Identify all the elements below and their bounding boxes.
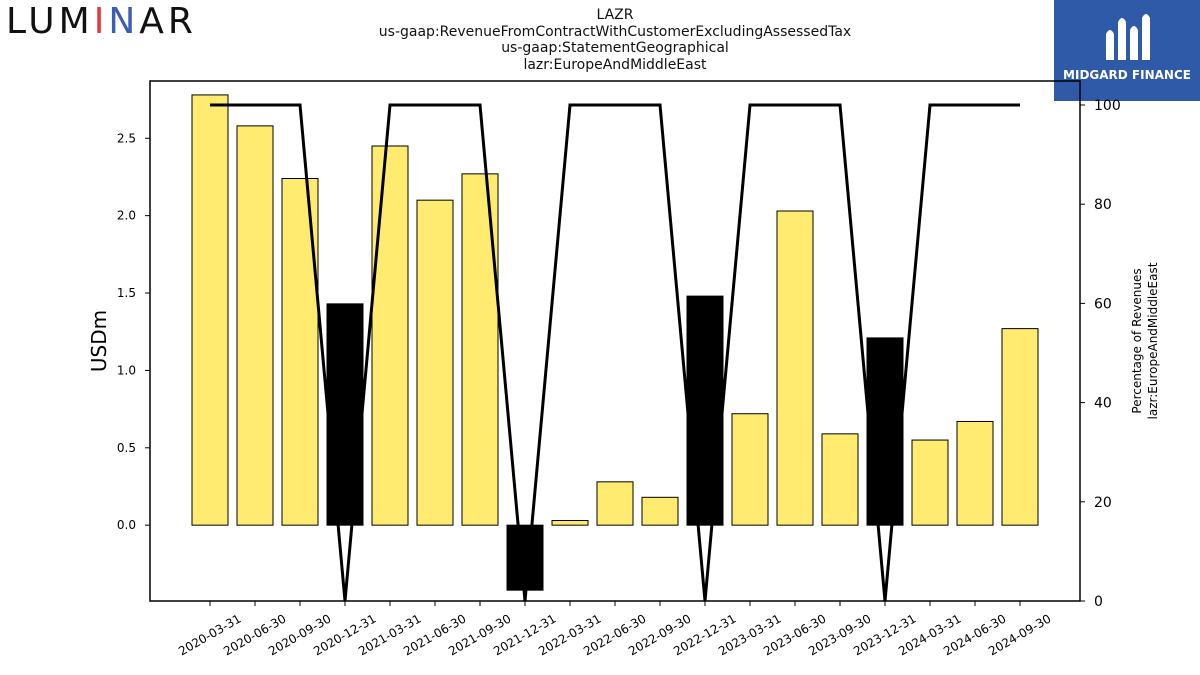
bar-2022-03-31 xyxy=(551,520,589,526)
bar-2023-03-31 xyxy=(731,413,769,526)
chart-title-line-4: lazr:EuropeAndMiddleEast xyxy=(523,57,707,73)
x-axis-ticks: 2020-03-312020-06-302020-09-302020-12-31… xyxy=(176,601,1054,658)
bar-2022-12-31 xyxy=(686,295,724,526)
y2-axis-label-line-1: Percentage of Revenues xyxy=(1130,268,1144,413)
bars-group xyxy=(191,94,1039,591)
y2-tick-label: 40 xyxy=(1094,396,1112,412)
midgard-finance-logo: MIDGARD FINANCE xyxy=(1054,0,1200,101)
bar-2021-03-31 xyxy=(371,145,409,526)
chart-title-line-1: LAZR xyxy=(596,7,634,23)
bar-2024-09-30 xyxy=(1001,328,1039,526)
bar-2022-09-30 xyxy=(641,496,679,526)
chart-title-line-2: us-gaap:RevenueFromContractWithCustomerE… xyxy=(378,24,852,40)
right-axis-ticks: 0 20 40 60 80 100 xyxy=(1080,98,1121,610)
bar-2024-06-30 xyxy=(956,420,994,526)
y2-tick-label: 60 xyxy=(1094,296,1112,312)
chart-title-line-3: us-gaap:StatementGeographical xyxy=(501,40,729,56)
y-tick-label: 0.0 xyxy=(117,518,136,532)
bar-2021-12-31 xyxy=(506,524,544,591)
bar-2024-03-31 xyxy=(911,439,949,526)
brand-name: MIDGARD FINANCE xyxy=(1063,68,1191,82)
y2-tick-label: 80 xyxy=(1094,197,1112,213)
bar-2023-12-31 xyxy=(866,337,904,526)
y2-tick-label: 100 xyxy=(1094,98,1121,114)
bar-2020-06-30 xyxy=(236,125,274,526)
y2-axis-label-line-2: lazr:EuropeAndMiddleEast xyxy=(1146,262,1160,419)
y-tick-label: 1.5 xyxy=(117,286,136,300)
y-axis-label: USDm xyxy=(87,310,111,372)
bar-2020-03-31 xyxy=(191,94,229,526)
bar-2023-06-30 xyxy=(776,210,814,526)
bar-2021-06-30 xyxy=(416,199,454,526)
y-tick-label: 2.5 xyxy=(117,131,136,145)
bar-2021-09-30 xyxy=(461,173,499,526)
y-tick-label: 2.0 xyxy=(117,209,136,223)
bar-2023-09-30 xyxy=(821,433,859,526)
y2-tick-label: 20 xyxy=(1094,495,1112,511)
left-axis-ticks: 0.0 0.5 1.0 1.5 2.0 2.5 xyxy=(117,131,150,532)
y2-tick-label: 0 xyxy=(1094,594,1103,610)
luminar-logo: LUMINAR xyxy=(6,1,197,42)
bar-2022-06-30 xyxy=(596,481,634,526)
bar-2020-12-31 xyxy=(326,303,364,526)
midgard-emblem-icon xyxy=(1106,14,1150,60)
y-tick-label: 1.0 xyxy=(117,363,136,377)
y-tick-label: 0.5 xyxy=(117,441,136,455)
